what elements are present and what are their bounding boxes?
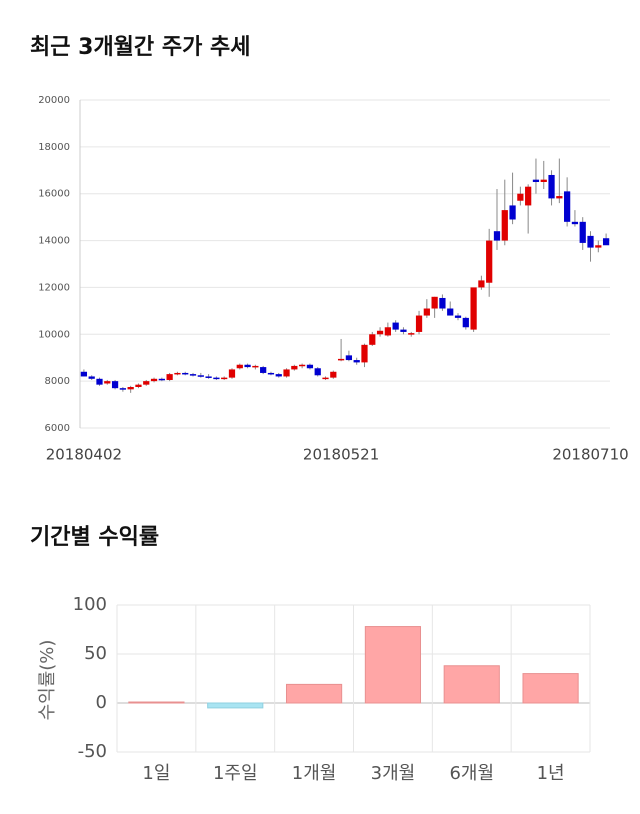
candle-body <box>260 367 267 373</box>
candle-body <box>322 377 329 380</box>
y-axis-label: 수익률(%) <box>37 640 58 721</box>
candle-body <box>267 372 275 375</box>
candle-body <box>150 378 158 382</box>
candle-body <box>369 334 376 345</box>
candle-body <box>478 280 485 288</box>
candle-body <box>197 375 204 377</box>
bar <box>207 702 264 709</box>
candle-body <box>337 358 345 361</box>
y-tick-label: 20000 <box>38 95 70 106</box>
x-tick-label: 1년 <box>537 763 565 784</box>
candle-body <box>182 372 189 375</box>
x-tick-label: 3개월 <box>371 763 416 784</box>
candle-body <box>571 221 579 225</box>
x-tick-label: 20180521 <box>303 446 379 464</box>
candle-body <box>345 355 353 361</box>
bar <box>522 673 579 704</box>
candle-body <box>291 365 298 370</box>
candle-body <box>213 377 220 380</box>
candle-body <box>470 287 477 330</box>
candle-body <box>299 364 306 367</box>
candle-body <box>361 344 368 363</box>
candle-body <box>119 388 126 390</box>
candle-body <box>353 360 360 363</box>
candle-body <box>221 377 228 380</box>
candle-body <box>408 333 415 335</box>
x-tick-label: 6개월 <box>449 763 494 784</box>
candle-body <box>228 369 236 378</box>
candle-body <box>493 231 501 241</box>
candle-body <box>104 381 111 384</box>
candle-body <box>135 384 142 387</box>
x-tick-label: 20180402 <box>46 446 122 464</box>
y-tick-label: 10000 <box>38 329 70 340</box>
candle-body <box>540 179 547 182</box>
candle-body <box>143 381 150 385</box>
y-tick-label: 6000 <box>45 423 70 434</box>
candle-body <box>525 186 532 206</box>
candle-body <box>189 374 197 376</box>
candle-body <box>587 235 594 248</box>
x-tick-label: 20180710 <box>552 446 628 464</box>
bar <box>285 683 343 704</box>
candle-body <box>275 374 282 377</box>
y-tick-label: 16000 <box>38 189 70 200</box>
bar <box>128 701 185 704</box>
candle-body <box>376 330 384 335</box>
candle-body <box>579 221 586 243</box>
candle-body <box>314 368 321 376</box>
candle-body <box>501 210 508 241</box>
candle-body <box>330 371 337 378</box>
y-tick-label: 50 <box>84 643 107 664</box>
y-tick-label: 0 <box>96 692 107 713</box>
candle-body <box>236 364 243 369</box>
candle-body <box>384 327 391 336</box>
candle-body <box>517 193 524 201</box>
candle-body <box>400 329 407 332</box>
candle-body <box>306 364 314 369</box>
candle-body <box>158 378 165 381</box>
candle-body <box>439 297 446 309</box>
chart-title: 최근 3개월간 주가 추세 <box>30 35 250 60</box>
candle-body <box>509 205 516 220</box>
y-tick-label: 18000 <box>38 142 70 153</box>
candle-body <box>454 315 462 318</box>
candle-body <box>415 315 423 332</box>
candle-body <box>423 308 430 316</box>
y-tick-label: 12000 <box>38 282 70 293</box>
candle-body <box>447 308 454 316</box>
candle-body <box>556 196 563 199</box>
candle-body <box>174 372 181 375</box>
y-tick-label: -50 <box>78 741 107 762</box>
y-tick-label: 14000 <box>38 236 70 247</box>
x-tick-label: 1개월 <box>292 763 337 784</box>
candle-body <box>80 371 88 377</box>
candle-body <box>252 365 259 368</box>
candle-body <box>462 317 469 328</box>
candle-body <box>392 322 399 330</box>
x-tick-label: 1일 <box>142 763 170 784</box>
candle-body <box>96 378 103 385</box>
candle-body <box>486 240 493 283</box>
candle-body <box>564 191 571 222</box>
candle-body <box>127 387 134 390</box>
candle-body <box>283 369 290 377</box>
candle-body <box>602 238 610 246</box>
chart-title: 기간별 수익률 <box>30 525 159 550</box>
bar <box>364 626 422 704</box>
bar <box>443 665 500 704</box>
candle-body <box>244 364 251 368</box>
candle-body <box>111 381 119 389</box>
candle-body <box>532 179 540 182</box>
y-tick-label: 8000 <box>45 376 70 387</box>
candle-body <box>166 374 173 380</box>
candle-body <box>548 174 555 199</box>
y-tick-label: 100 <box>73 594 107 615</box>
candle-body <box>88 376 95 379</box>
candle-body <box>431 296 438 309</box>
candle-body <box>205 376 212 378</box>
candle-body <box>595 245 602 248</box>
x-tick-label: 1주일 <box>213 763 258 784</box>
